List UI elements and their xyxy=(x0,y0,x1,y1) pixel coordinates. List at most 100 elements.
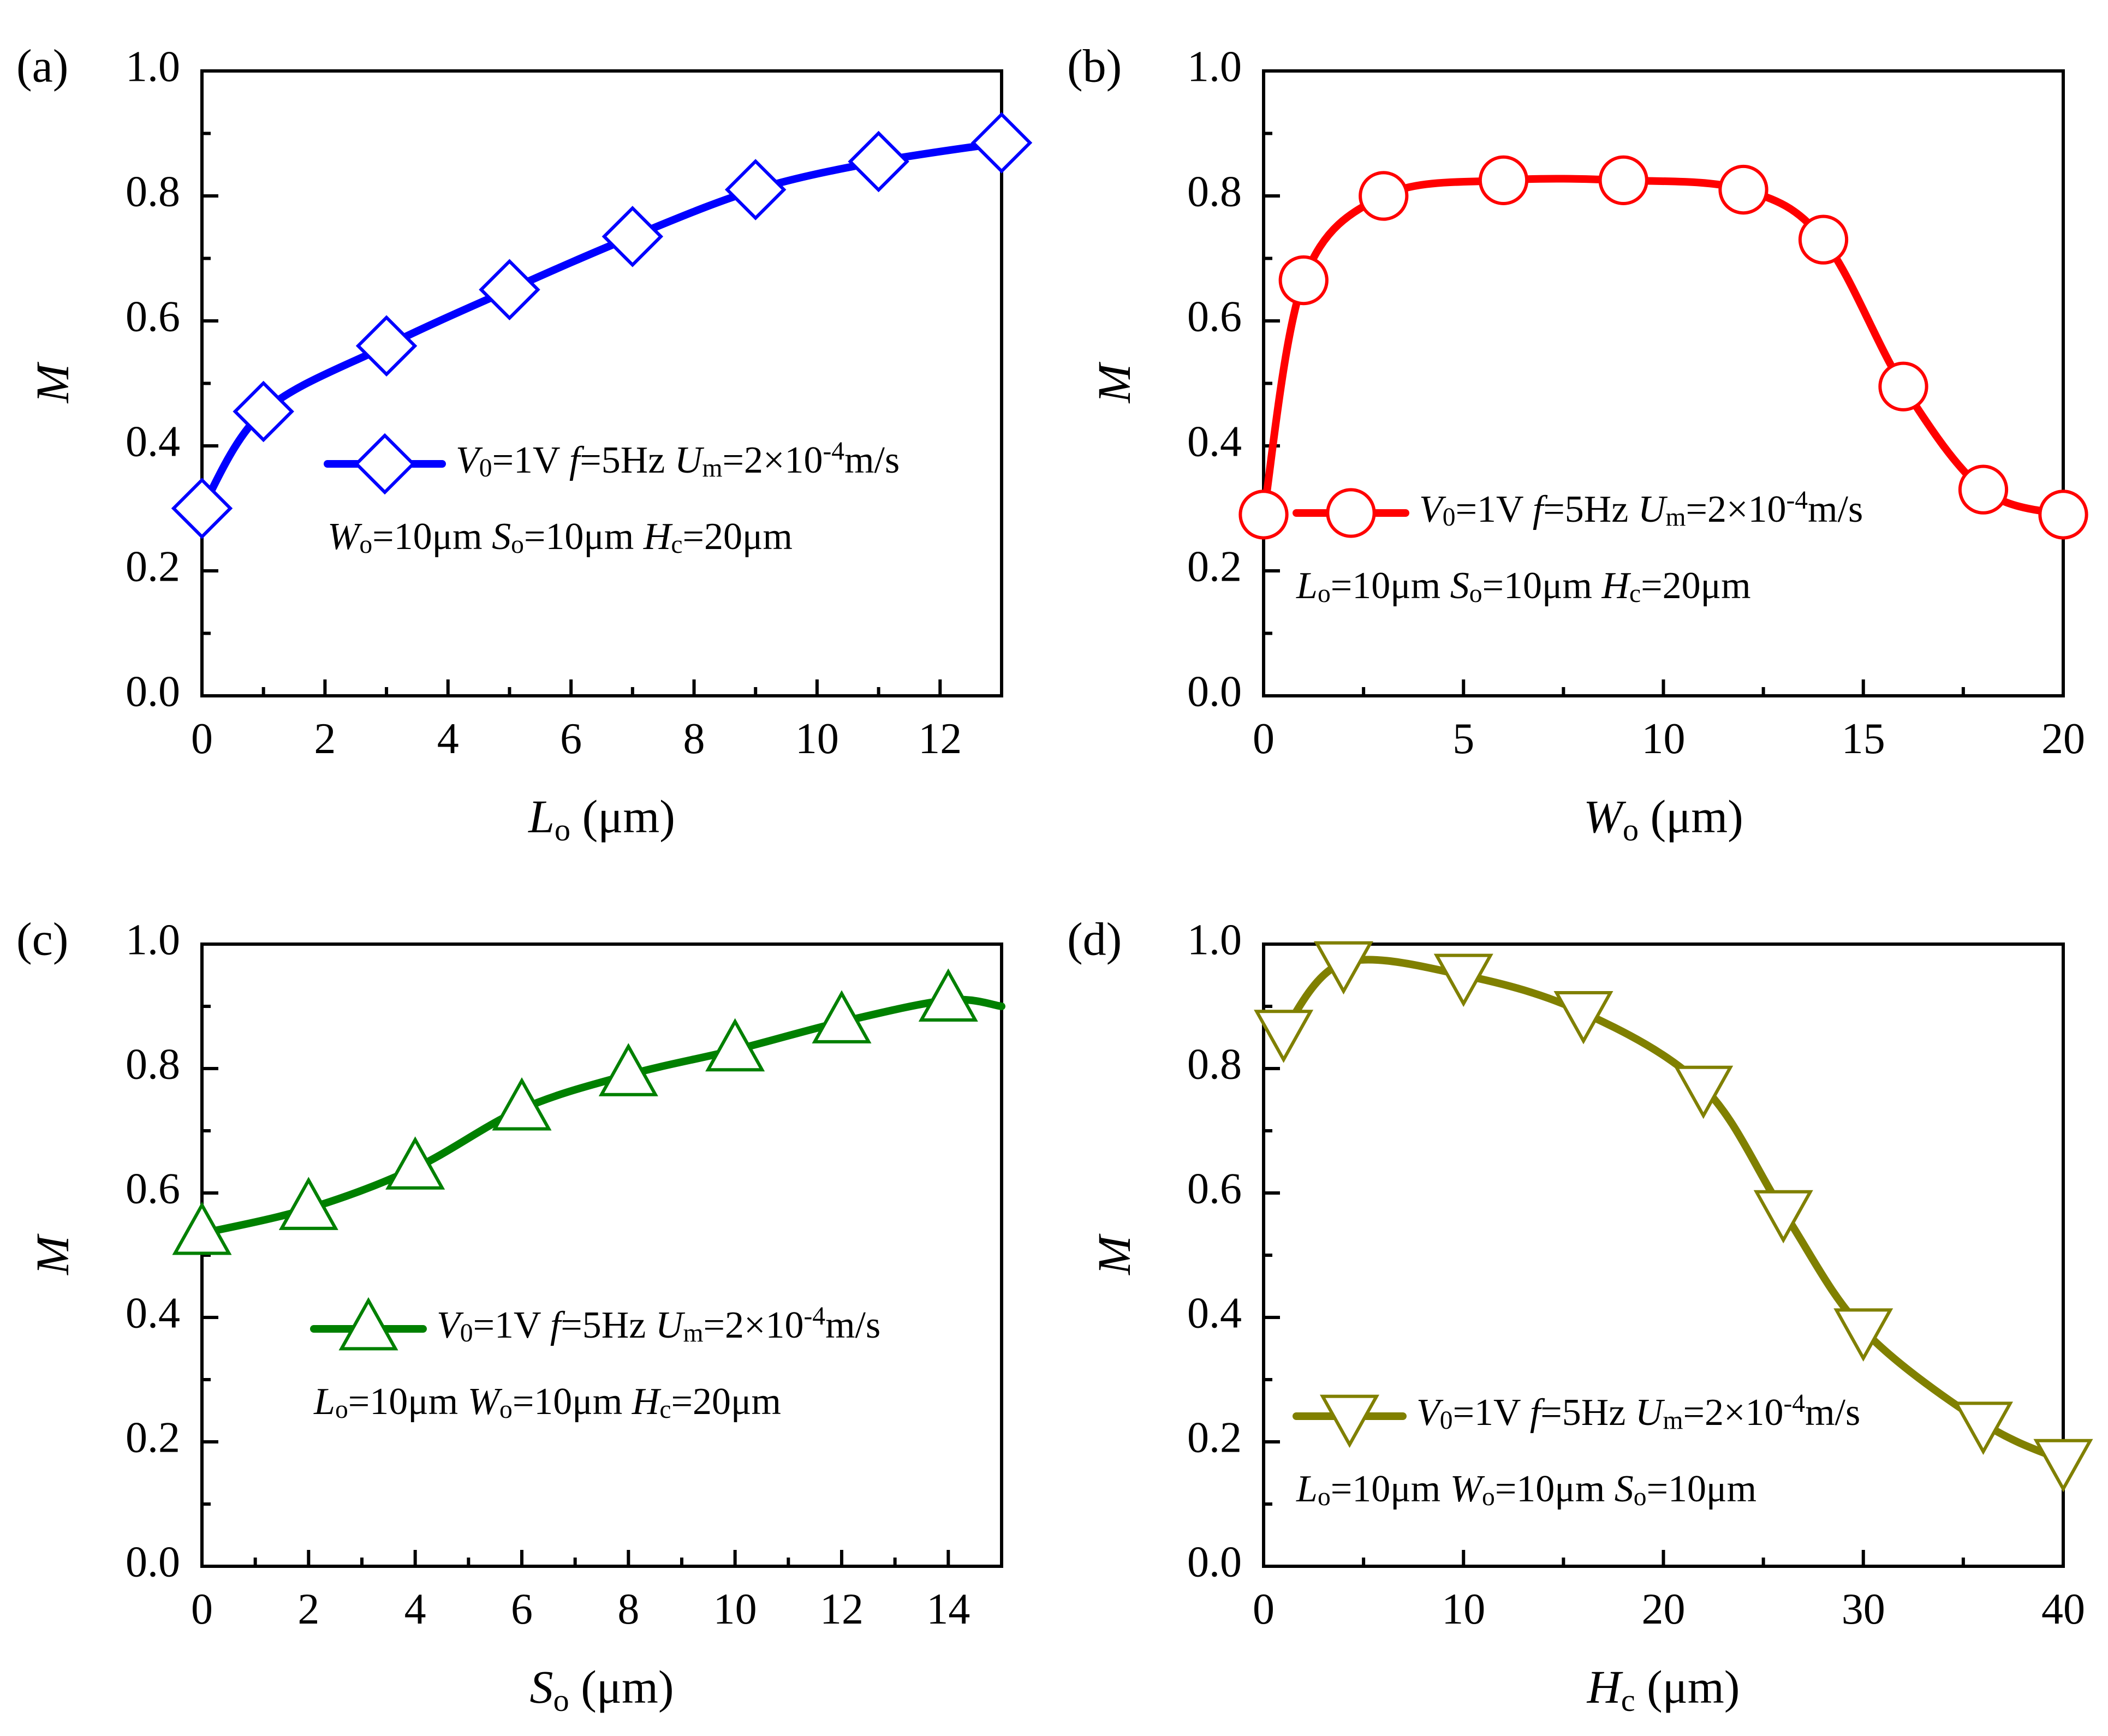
x-tick-label: 14 xyxy=(926,1585,970,1633)
x-tick-label: 0 xyxy=(191,715,213,763)
y-tick-label: 0.0 xyxy=(1187,1538,1242,1586)
y-tick-label: 0.8 xyxy=(1187,168,1242,216)
data-point xyxy=(724,159,787,220)
y-tick-label: 0.0 xyxy=(1187,667,1242,715)
x-tick-label: 30 xyxy=(1842,1585,1885,1633)
y-tick-label: 0.8 xyxy=(1187,1040,1242,1088)
y-tick-label: 0.2 xyxy=(1187,1413,1242,1461)
legend-marker xyxy=(354,433,416,495)
y-tick-label: 0.2 xyxy=(126,1413,180,1461)
data-point xyxy=(2038,490,2088,540)
x-tick-label: 20 xyxy=(1642,1585,1686,1633)
data-point xyxy=(1953,1401,2014,1455)
x-axis-title: Lo (μm) xyxy=(527,790,675,848)
data-point xyxy=(705,1018,765,1072)
x-tick-label: 4 xyxy=(404,1585,426,1633)
y-tick-label: 0.0 xyxy=(126,1538,180,1586)
data-point xyxy=(1878,361,1928,411)
x-axis-title: So (μm) xyxy=(529,1661,674,1718)
y-axis-title: M xyxy=(1088,361,1140,404)
data-point xyxy=(1598,155,1648,206)
data-point xyxy=(1313,941,1374,995)
x-tick-label: 10 xyxy=(713,1585,757,1633)
data-point xyxy=(598,1043,658,1096)
legend-text-line1: V0=1V f=5Hz Um=2×10-4m/s xyxy=(1416,1389,1860,1435)
x-tick-label: 6 xyxy=(511,1585,533,1633)
legend-text-line2: Lo=10μm So=10μm Hc=20μm xyxy=(1296,565,1751,608)
chart-panel-b: (b) 0.0 0.2 0.4 0.6 0.8 1.0 0 5 10 15 20 Wo (μm) M V0=… xyxy=(1067,40,2088,848)
x-tick-label: 10 xyxy=(1442,1585,1485,1633)
panel-label: (a) xyxy=(16,40,68,92)
chart-panel-d: (d) 0.0 0.2 0.4 0.6 0.8 1.0 0 10 20 30 40 Hc (μm) M V0… xyxy=(1067,913,2093,1718)
data-point xyxy=(278,1177,338,1230)
y-tick-label: 0.6 xyxy=(1187,1165,1242,1213)
data-point xyxy=(918,968,978,1022)
x-tick-label: 0 xyxy=(1253,715,1275,763)
data-point xyxy=(1674,1065,1734,1119)
series-line xyxy=(1260,175,2067,518)
data-point xyxy=(479,259,540,320)
y-axis-title: M xyxy=(1088,1233,1140,1276)
chart-panel-c: (c) 0.0 0.2 0.4 0.6 0.8 1.0 0 2 4 6 8 10 12 14 So (μm) M… xyxy=(16,913,1005,1718)
x-tick-label: 0 xyxy=(191,1585,213,1633)
legend-text-line2: Wo=10μm So=10μm Hc=20μm xyxy=(327,516,793,559)
data-point xyxy=(1553,991,1613,1045)
data-point xyxy=(492,1077,552,1131)
data-point xyxy=(233,380,294,443)
x-tick-label: 2 xyxy=(297,1585,319,1633)
data-point xyxy=(602,206,664,267)
y-tick-label: 0.8 xyxy=(126,168,180,216)
plot-frame xyxy=(200,942,1003,1568)
y-tick-label: 0.2 xyxy=(126,542,180,590)
x-tick-label: 8 xyxy=(683,715,705,763)
y-tick-label: 0.4 xyxy=(126,417,180,466)
data-point xyxy=(1718,164,1768,215)
y-tick-label: 0.6 xyxy=(1187,293,1242,341)
y-tick-label: 0.6 xyxy=(126,293,180,341)
data-point xyxy=(1958,464,2009,515)
panel-label: (d) xyxy=(1067,913,1122,965)
chart-panel-a: (a) 0.0 0.2 0.4 0.6 0.8 1.0 0 2 4 6 8 10 12 Lo (μm) M V0… xyxy=(16,40,1033,848)
data-point xyxy=(172,1201,232,1255)
x-tick-label: 2 xyxy=(314,715,336,763)
data-point xyxy=(1254,1010,1314,1063)
x-tick-label: 6 xyxy=(560,715,582,763)
data-point xyxy=(1478,155,1529,206)
x-tick-label: 8 xyxy=(617,1585,639,1633)
x-tick-label: 5 xyxy=(1452,715,1474,763)
data-point xyxy=(2033,1439,2093,1493)
x-axis-title: Wo (μm) xyxy=(1583,790,1743,848)
x-tick-label: 20 xyxy=(2041,715,2085,763)
data-point xyxy=(1433,953,1493,1007)
legend-marker xyxy=(1319,1394,1380,1448)
y-tick-label: 1.0 xyxy=(1187,43,1242,91)
y-tick-label: 0.0 xyxy=(126,667,180,715)
series-line xyxy=(198,995,1005,1238)
data-point xyxy=(1238,490,1289,540)
x-tick-label: 40 xyxy=(2041,1585,2085,1633)
x-tick-label: 10 xyxy=(1642,715,1686,763)
y-tick-label: 0.8 xyxy=(126,1040,180,1088)
legend: V0=1V f=5Hz Um=2×10-4m/s Lo=10μm Wo=10μm … xyxy=(310,1297,880,1424)
data-point xyxy=(171,478,233,539)
legend-marker xyxy=(338,1297,398,1351)
legend-marker xyxy=(1326,488,1376,538)
data-point xyxy=(385,1136,445,1190)
x-tick-label: 0 xyxy=(1253,1585,1275,1633)
x-tick-label: 12 xyxy=(918,715,962,763)
data-point xyxy=(1833,1308,1893,1362)
y-tick-label: 1.0 xyxy=(1187,916,1242,964)
data-point xyxy=(1278,255,1329,306)
panel-label: (b) xyxy=(1067,40,1122,92)
data-point xyxy=(355,315,418,377)
x-tick-label: 10 xyxy=(795,715,839,763)
x-tick-label: 15 xyxy=(1842,715,1885,763)
data-point xyxy=(812,990,872,1043)
y-tick-label: 0.4 xyxy=(126,1289,180,1337)
legend-text-line2: Lo=10μm Wo=10μm Hc=20μm xyxy=(313,1381,781,1424)
data-point xyxy=(848,130,909,193)
legend-text-line1: V0=1V f=5Hz Um=2×10-4m/s xyxy=(437,1302,880,1347)
y-tick-label: 0.4 xyxy=(1187,417,1242,466)
data-point xyxy=(1798,214,1849,265)
y-tick-label: 0.6 xyxy=(126,1165,180,1213)
